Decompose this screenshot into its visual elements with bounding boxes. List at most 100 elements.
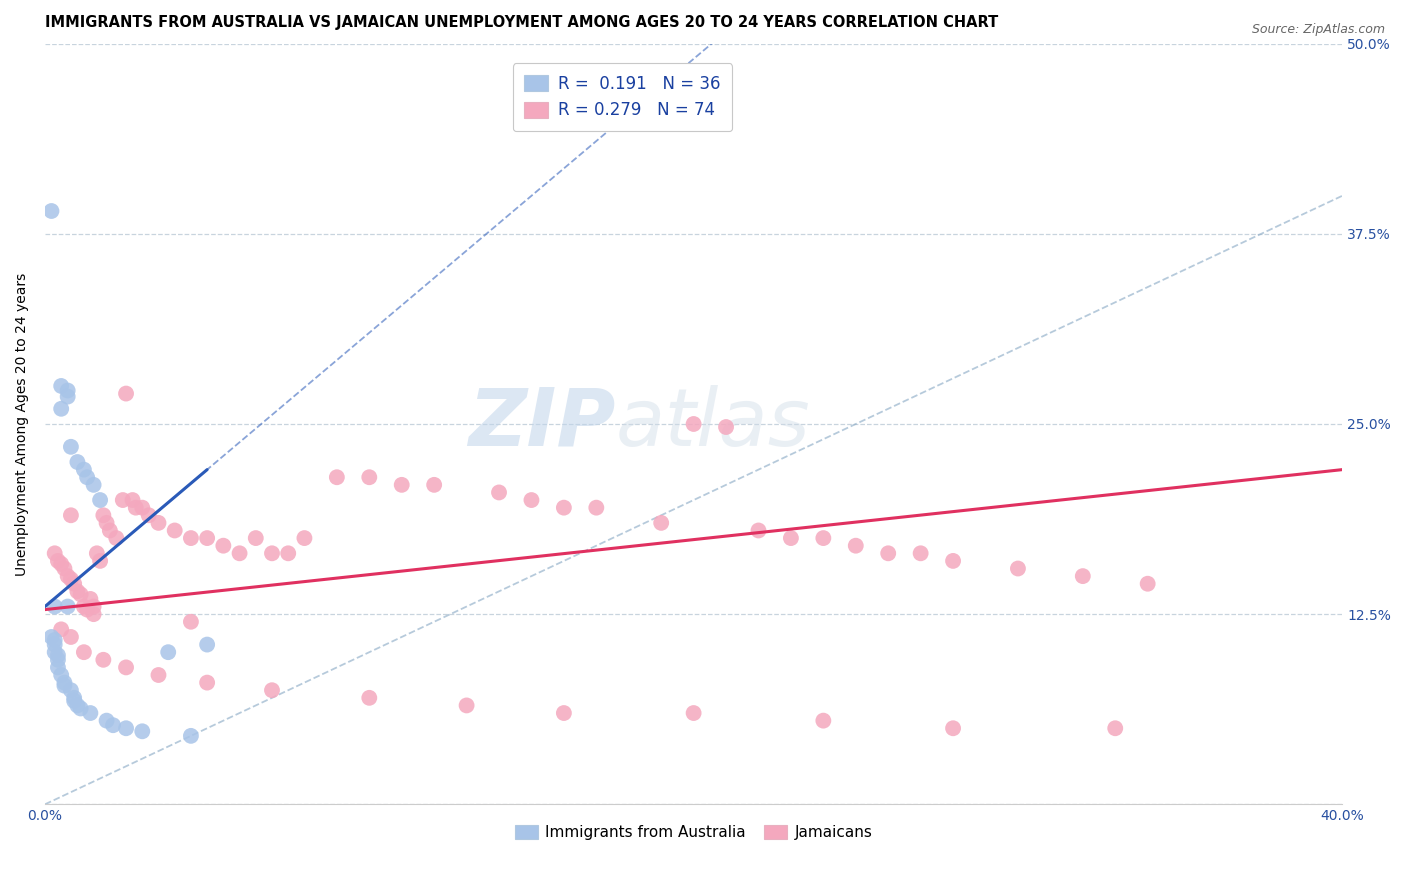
Point	[585, 500, 607, 515]
Point	[682, 706, 704, 720]
Point	[56, 599, 79, 614]
Point	[56, 390, 79, 404]
Point	[148, 516, 170, 530]
Point	[148, 668, 170, 682]
Point	[46, 554, 69, 568]
Point	[44, 546, 66, 560]
Point	[46, 648, 69, 663]
Point	[260, 683, 283, 698]
Point	[53, 675, 76, 690]
Point	[86, 546, 108, 560]
Point	[212, 539, 235, 553]
Point	[66, 584, 89, 599]
Point	[228, 546, 250, 560]
Point	[423, 478, 446, 492]
Point	[115, 386, 138, 401]
Point	[780, 531, 803, 545]
Point	[277, 546, 299, 560]
Text: Source: ZipAtlas.com: Source: ZipAtlas.com	[1251, 23, 1385, 37]
Point	[326, 470, 349, 484]
Point	[59, 683, 82, 698]
Point	[245, 531, 267, 545]
Point	[98, 524, 121, 538]
Point	[942, 721, 965, 735]
Point	[73, 462, 96, 476]
Point	[93, 508, 115, 523]
Point	[69, 701, 91, 715]
Point	[73, 599, 96, 614]
Point	[41, 204, 63, 219]
Point	[1071, 569, 1094, 583]
Point	[813, 714, 835, 728]
Point	[105, 531, 128, 545]
Point	[66, 698, 89, 713]
Text: atlas: atlas	[616, 385, 810, 463]
Point	[163, 524, 186, 538]
Point	[83, 478, 105, 492]
Point	[83, 607, 105, 622]
Point	[1136, 576, 1159, 591]
Point	[63, 690, 86, 705]
Point	[79, 706, 101, 720]
Y-axis label: Unemployment Among Ages 20 to 24 years: Unemployment Among Ages 20 to 24 years	[15, 272, 30, 575]
Point	[59, 508, 82, 523]
Point	[56, 569, 79, 583]
Point	[195, 531, 218, 545]
Point	[76, 602, 98, 616]
Point	[59, 630, 82, 644]
Point	[51, 557, 73, 571]
Point	[53, 679, 76, 693]
Point	[180, 531, 202, 545]
Point	[359, 470, 381, 484]
Point	[115, 721, 138, 735]
Point	[44, 645, 66, 659]
Point	[877, 546, 900, 560]
Text: IMMIGRANTS FROM AUSTRALIA VS JAMAICAN UNEMPLOYMENT AMONG AGES 20 TO 24 YEARS COR: IMMIGRANTS FROM AUSTRALIA VS JAMAICAN UN…	[45, 15, 998, 30]
Point	[56, 384, 79, 398]
Point	[650, 516, 672, 530]
Point	[41, 630, 63, 644]
Point	[553, 500, 575, 515]
Point	[195, 638, 218, 652]
Point	[63, 694, 86, 708]
Point	[66, 455, 89, 469]
Point	[76, 470, 98, 484]
Point	[138, 508, 160, 523]
Point	[96, 516, 118, 530]
Point	[131, 500, 153, 515]
Point	[111, 493, 134, 508]
Point	[294, 531, 316, 545]
Point	[89, 493, 111, 508]
Point	[93, 653, 115, 667]
Point	[79, 591, 101, 606]
Point	[747, 524, 769, 538]
Point	[121, 493, 143, 508]
Point	[125, 500, 148, 515]
Point	[51, 379, 73, 393]
Point	[195, 675, 218, 690]
Point	[44, 633, 66, 648]
Point	[83, 599, 105, 614]
Point	[813, 531, 835, 545]
Point	[63, 576, 86, 591]
Text: ZIP: ZIP	[468, 385, 616, 463]
Point	[942, 554, 965, 568]
Point	[359, 690, 381, 705]
Point	[96, 714, 118, 728]
Point	[89, 554, 111, 568]
Point	[910, 546, 932, 560]
Point	[180, 729, 202, 743]
Point	[44, 599, 66, 614]
Point	[69, 587, 91, 601]
Point	[59, 440, 82, 454]
Point	[73, 645, 96, 659]
Point	[157, 645, 180, 659]
Point	[46, 653, 69, 667]
Point	[1007, 561, 1029, 575]
Point	[488, 485, 510, 500]
Point	[553, 706, 575, 720]
Point	[51, 668, 73, 682]
Point	[46, 660, 69, 674]
Point	[180, 615, 202, 629]
Point	[456, 698, 478, 713]
